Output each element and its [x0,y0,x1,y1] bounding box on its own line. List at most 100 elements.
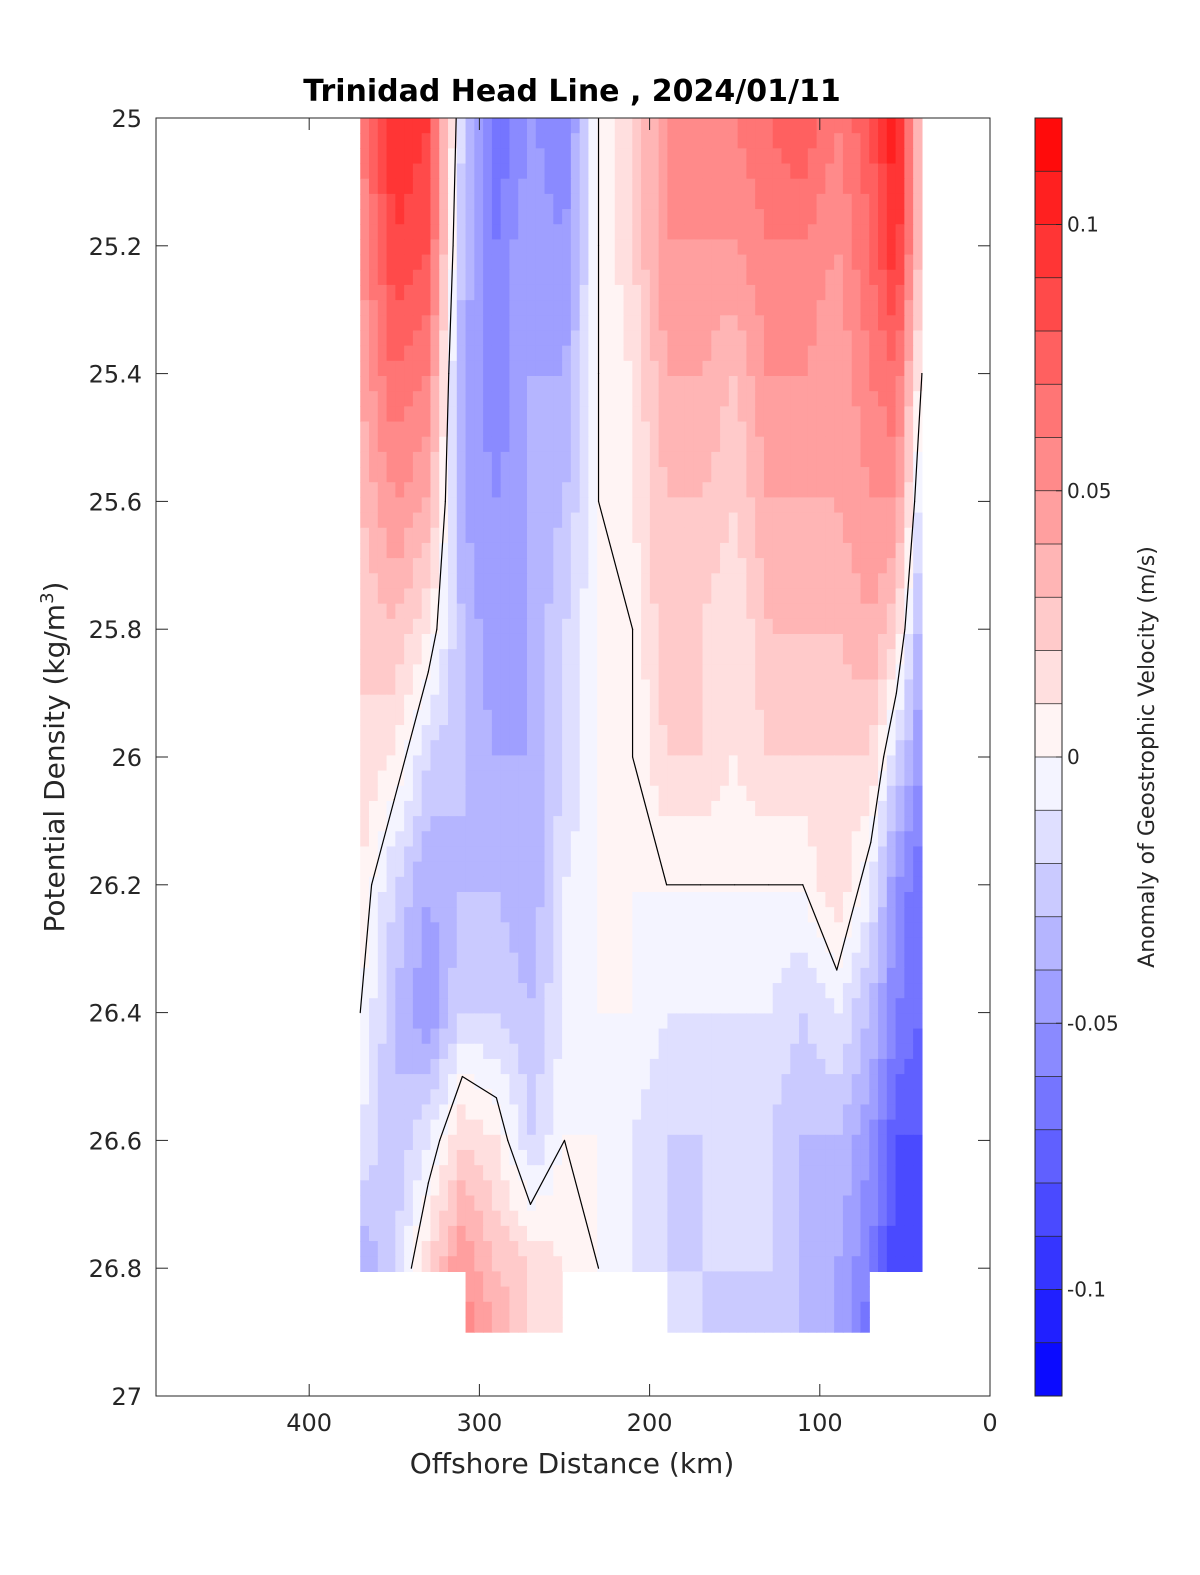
heatmap-cell [684,1316,695,1333]
heatmap-cell [360,269,370,286]
heatmap-cell [369,391,379,407]
heatmap-cell [535,1241,546,1257]
heatmap-cell [790,315,800,332]
heatmap-cell [860,952,870,969]
heatmap-cell [491,998,502,1014]
heatmap-cell [737,1180,747,1197]
heatmap-cell [720,330,730,347]
heatmap-cell [448,770,458,787]
heatmap-cell [579,300,590,316]
heatmap-cell [553,633,563,650]
heatmap-cell [553,800,563,817]
heatmap-cell [412,558,423,574]
heatmap-cell [632,1165,642,1181]
heatmap-cell [878,922,888,939]
heatmap-cell [807,391,818,407]
heatmap-cell [658,816,669,832]
heatmap-cell [412,1013,423,1030]
heatmap-cell [913,284,923,301]
heatmap-cell [412,1256,423,1272]
heatmap-cell [614,891,625,908]
heatmap-cell [570,421,581,438]
heatmap-cell [465,1028,475,1045]
heatmap-cell [518,618,528,635]
heatmap-cell [851,679,862,696]
heatmap-cell [781,983,791,999]
heatmap-cell [684,1256,695,1272]
heatmap-cell [483,360,493,377]
heatmap-cell [535,163,546,180]
heatmap-cell [430,467,440,483]
heatmap-cell [781,391,791,407]
heatmap-cell [579,633,590,650]
heatmap-cell [509,755,519,772]
heatmap-cell [720,1043,730,1060]
heatmap-cell [588,618,598,635]
heatmap-cell [588,239,598,256]
heatmap-cell [518,876,528,893]
heatmap-cell [667,709,677,726]
heatmap-cell [448,1256,458,1272]
heatmap-cell [456,998,467,1014]
heatmap-cell [448,421,458,438]
heatmap-cell [886,421,897,438]
heatmap-cell [605,907,616,923]
heatmap-cell [377,1225,388,1242]
heatmap-cell [658,694,669,711]
heatmap-cell [834,406,844,423]
heatmap-cell [439,618,449,635]
heatmap-cell [386,360,396,377]
heatmap-cell [781,239,791,256]
heatmap-cell [360,497,370,514]
heatmap-cell [456,603,467,620]
heatmap-cell [711,588,721,605]
heatmap-cell [605,618,616,635]
heatmap-cell [518,300,528,316]
heatmap-cell [509,345,519,362]
heatmap-cell [456,785,467,802]
heatmap-cell [851,360,862,377]
heatmap-cell [570,1104,581,1121]
heatmap-cell [886,1180,897,1197]
heatmap-cell [878,770,888,787]
heatmap-cell [842,800,853,817]
heatmap-cell [684,482,695,499]
heatmap-cell [702,1271,712,1288]
heatmap-cell [395,922,405,939]
heatmap-cell [693,1119,704,1136]
heatmap-cell [728,1013,739,1030]
heatmap-cell [860,148,870,165]
heatmap-cell [807,254,818,271]
heatmap-cell [667,360,677,377]
heatmap-cell [886,239,897,256]
heatmap-cell [369,1241,379,1257]
heatmap-cell [439,952,449,969]
heatmap-cell [842,907,853,923]
heatmap-cell [737,1134,747,1151]
heatmap-cell [816,952,826,969]
heatmap-cell [816,284,826,301]
heatmap-cell [711,1180,721,1197]
heatmap-cell [544,952,554,969]
heatmap-cell [491,1165,502,1181]
heatmap-cell [518,846,528,863]
heatmap-cell [676,1028,686,1045]
heatmap-cell [632,330,642,347]
heatmap-cell [526,254,537,271]
heatmap-cell [851,891,862,908]
heatmap-cell [404,952,414,969]
heatmap-cell [886,907,897,923]
heatmap-cell [676,1256,686,1272]
heatmap-cell [737,967,747,984]
heatmap-cell [755,922,765,939]
heatmap-cell [404,891,414,908]
heatmap-cell [377,740,388,757]
heatmap-cell [799,421,809,438]
heatmap-cell [790,998,800,1014]
heatmap-cell [491,1028,502,1045]
heatmap-cell [465,1180,475,1197]
heatmap-cell [605,937,616,954]
heatmap-cell [448,178,458,195]
heatmap-cell [913,178,923,195]
heatmap-cell [711,816,721,832]
